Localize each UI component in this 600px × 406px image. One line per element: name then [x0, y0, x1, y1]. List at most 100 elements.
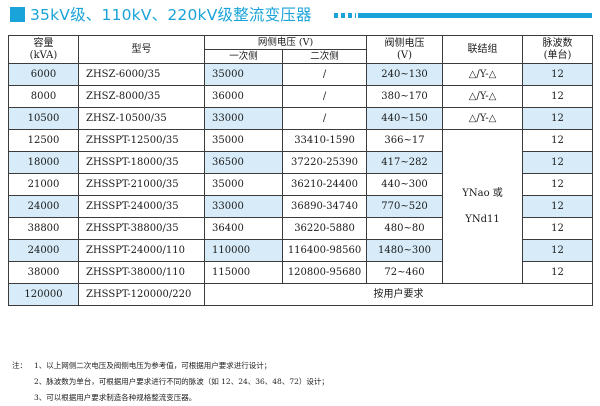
footnote-text: 3、可以根据用户要求制造各种规格整流变压器。: [34, 393, 197, 402]
cell-valve: 72~460: [366, 261, 444, 284]
cell-primary: 33000: [204, 107, 283, 130]
table-row: 120000 ZHSSPT-120000/220 按用户要求: [8, 283, 594, 306]
table-row: 38000 ZHSSPT-38000/110 115000 120800-956…: [8, 261, 594, 284]
table-row: 6000 ZHSZ-6000/35 35000 / 240~130 △/Y-△ …: [8, 63, 594, 86]
table-row: 18000 ZHSSPT-18000/35 36500 37220-25390 …: [8, 151, 594, 174]
header-capacity: 容量 (kVA): [8, 35, 79, 64]
cell-pulse: 12: [522, 217, 594, 240]
cell-capacity: 24000: [8, 195, 79, 218]
header-model: 型号: [78, 35, 205, 64]
table-row: 8000 ZHSZ-8000/35 36000 / 380~170 △/Y-△ …: [8, 85, 594, 108]
cell-valve: 380~170: [366, 85, 444, 108]
table-row: 10500 ZHSZ-10500/35 33000 / 440~150 △/Y-…: [8, 107, 594, 130]
cell-capacity: 38000: [8, 261, 79, 284]
cell-secondary: /: [281, 63, 368, 86]
cell-custom-note: 按用户要求: [203, 283, 594, 306]
cell-valve: 770~520: [366, 195, 444, 218]
cell-capacity: 6000: [8, 63, 79, 86]
cell-capacity: 21000: [8, 173, 79, 196]
cell-valve: 1480~300: [366, 239, 444, 262]
cell-secondary: 37220-25390: [281, 151, 368, 174]
table-row: 24000 ZHSSPT-24000/110 110000 116400-985…: [8, 239, 594, 262]
cell-model: ZHSSPT-12500/35: [78, 129, 205, 152]
cell-model: ZHSSPT-24000/35: [78, 195, 205, 218]
cell-model: ZHSSPT-38000/110: [78, 261, 205, 284]
cell-secondary: /: [281, 107, 368, 130]
cell-secondary: 36210-24400: [281, 173, 368, 196]
table-row: 12500 ZHSSPT-12500/35 35000 33410-1590 3…: [8, 129, 594, 284]
footnote-label: 注：: [12, 361, 27, 370]
cell-pulse: 12: [522, 85, 594, 108]
cell-capacity: 12500: [8, 129, 79, 152]
spec-table: 容量 (kVA) 型号 网侧电压 (V) 阀侧电压 (V) 联结组 脉波数 (单…: [8, 35, 594, 306]
title-rule: [358, 13, 592, 18]
page-title: 35kV级、110kV、220kV级整流变压器: [30, 6, 312, 24]
page-header: 35kV级、110kV、220kV级整流变压器: [6, 3, 596, 27]
cell-primary: 36500: [204, 151, 283, 174]
footnote-text: 2、脉波数为单台，可根据用户要求进行不同的脉波（如 12、24、36、48、72…: [34, 377, 329, 386]
cell-model: ZHSSPT-120000/220: [78, 283, 205, 306]
cell-primary: 115000: [204, 261, 283, 284]
cell-capacity: 18000: [8, 151, 79, 174]
connection-option-1: YNao 或: [462, 187, 503, 199]
header-secondary: 二次侧: [281, 49, 368, 64]
cell-pulse: 12: [522, 261, 594, 284]
cell-secondary: /: [281, 85, 368, 108]
table-row: 24000 ZHSSPT-24000/35 33000 36890-34740 …: [8, 195, 594, 218]
header-connection: 联结组: [442, 35, 524, 64]
cell-pulse: 12: [522, 173, 594, 196]
cell-pulse: 12: [522, 151, 594, 174]
header-valve-voltage: 阀侧电压 (V): [366, 35, 444, 64]
cell-primary: 33000: [204, 195, 283, 218]
cell-valve: 417~282: [366, 151, 444, 174]
cell-valve: 366~17: [366, 129, 444, 152]
footnote-text: 1、以上网侧二次电压及阀侧电压为参考值，可根据用户要求进行设计；: [34, 361, 272, 370]
connection-option-2: YNd11: [465, 213, 500, 225]
table-row: 21000 ZHSSPT-21000/35 35000 36210-24400 …: [8, 173, 594, 196]
cell-primary: 36000: [204, 85, 283, 108]
cell-capacity: 24000: [8, 239, 79, 262]
cell-model: ZHSSPT-38800/35: [78, 217, 205, 240]
cell-secondary: 120800-95680: [281, 261, 368, 284]
cell-pulse: 12: [522, 129, 594, 152]
cell-valve: 440~300: [366, 173, 444, 196]
title-marker-square: [10, 7, 25, 22]
cell-connection: △/Y-△: [442, 63, 524, 86]
cell-capacity: 38800: [8, 217, 79, 240]
footnote-item: 2、脉波数为单台，可根据用户要求进行不同的脉波（如 12、24、36、48、72…: [12, 374, 592, 390]
cell-model: ZHSSPT-21000/35: [78, 173, 205, 196]
cell-model: ZHSZ-6000/35: [78, 63, 205, 86]
cell-primary: 35000: [204, 63, 283, 86]
cell-connection: △/Y-△: [442, 107, 524, 130]
cell-primary: 110000: [204, 239, 283, 262]
cell-pulse: 12: [522, 107, 594, 130]
cell-pulse: 12: [522, 239, 594, 262]
cell-connection-merged: YNao 或 YNd11: [442, 129, 524, 284]
cell-secondary: 36890-34740: [281, 195, 368, 218]
cell-capacity: 10500: [8, 107, 79, 130]
title-rule-dots: [334, 13, 356, 18]
header-grid-voltage: 网侧电压 (V): [203, 35, 368, 50]
cell-connection: △/Y-△: [442, 85, 524, 108]
cell-valve: 240~130: [366, 63, 444, 86]
footnote-item: 3、可以根据用户要求制造各种规格整流变压器。: [12, 390, 592, 406]
cell-primary: 36400: [204, 217, 283, 240]
cell-secondary: 116400-98560: [281, 239, 368, 262]
cell-pulse: 12: [522, 63, 594, 86]
cell-primary: 35000: [204, 173, 283, 196]
cell-capacity: 8000: [8, 85, 79, 108]
header-primary: 一次侧: [204, 49, 283, 64]
cell-capacity: 120000: [8, 283, 79, 306]
footnotes: 注： 1、以上网侧二次电压及阀侧电压为参考值，可根据用户要求进行设计； 2、脉波数…: [12, 358, 592, 406]
cell-secondary: 33410-1590: [281, 129, 368, 152]
cell-valve: 480~80: [366, 217, 444, 240]
cell-primary: 35000: [204, 129, 283, 152]
cell-valve: 440~150: [366, 107, 444, 130]
cell-model: ZHSZ-10500/35: [78, 107, 205, 130]
cell-secondary: 36220-5880: [281, 217, 368, 240]
cell-model: ZHSZ-8000/35: [78, 85, 205, 108]
footnote-item: 注： 1、以上网侧二次电压及阀侧电压为参考值，可根据用户要求进行设计；: [12, 358, 592, 374]
cell-model: ZHSSPT-24000/110: [78, 239, 205, 262]
cell-model: ZHSSPT-18000/35: [78, 151, 205, 174]
header-pulse: 脉波数 (单台): [522, 35, 594, 64]
